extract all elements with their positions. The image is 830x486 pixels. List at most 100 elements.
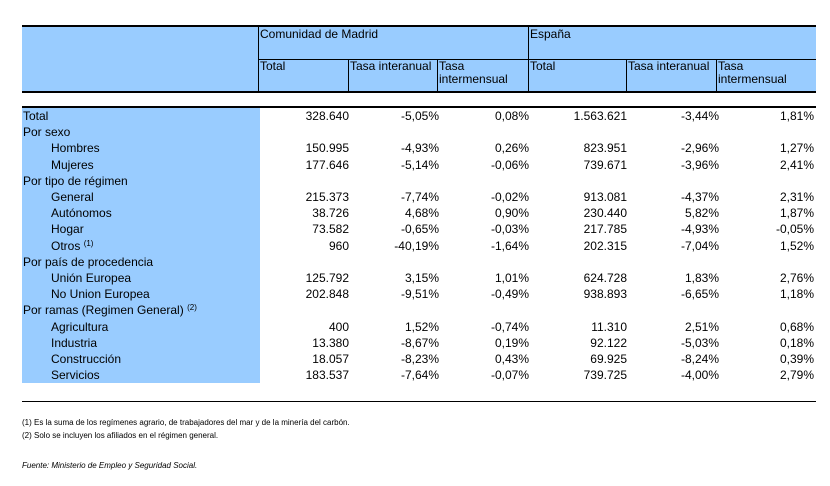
cell-value: 177.646 — [305, 157, 349, 172]
cell-value: 2,41% — [779, 157, 814, 172]
data-table: Total 328.640 -5,05% 0,08% 1.563.621 -3,44% 1,… — [22, 108, 815, 383]
row-label: Autónomos — [22, 205, 259, 221]
cell-value — [720, 124, 815, 140]
row-label-text: Mujeres — [51, 157, 94, 172]
cell-value: -0,06% — [490, 157, 529, 172]
row-label-text: Otros — [51, 238, 81, 253]
cell-value — [440, 124, 530, 140]
row-label-text: Hogar — [51, 222, 84, 237]
cell-value: 960 — [328, 238, 349, 253]
cell-value — [259, 302, 350, 318]
header-col-intermensual-madrid: Tasa intermensual — [437, 59, 528, 91]
table-row: Por ramas (Regimen General) (2) — [22, 302, 815, 318]
header-group-espana-label: España — [530, 27, 571, 41]
cell-value: -0,49% — [490, 287, 529, 302]
cell-value: -40,19% — [394, 238, 439, 253]
cell-value — [259, 173, 350, 189]
table-row: Industria 13.380 -8,67% 0,19% 92.122 -5,03% 0,… — [22, 335, 815, 351]
cell-value: 624.728 — [583, 270, 627, 285]
row-label-text: Autónomos — [51, 206, 112, 221]
row-label: Industria — [22, 335, 259, 351]
row-label: Servicios — [22, 367, 259, 383]
cell-value: 217.785 — [583, 222, 627, 237]
footer-separator — [22, 401, 816, 402]
cell-value — [628, 124, 720, 140]
cell-value: 13.380 — [312, 335, 349, 350]
row-label: Hogar — [22, 221, 259, 237]
cell-value: 0,43% — [494, 351, 529, 366]
body-top-rule — [22, 106, 816, 108]
cell-value — [530, 254, 628, 270]
table-row: Unión Europea 125.792 3,15% 1,01% 624.728 1,8… — [22, 270, 815, 286]
row-label-text: Agricultura — [51, 319, 109, 334]
cell-value — [720, 173, 815, 189]
header-col-interanual-madrid: Tasa interanual — [348, 59, 437, 91]
cell-value: 0,18% — [779, 335, 814, 350]
table-row: Hombres 150.995 -4,93% 0,26% 823.951 -2,96% 1,… — [22, 140, 815, 156]
cell-value: 183.537 — [305, 368, 349, 383]
row-label-text: General — [51, 190, 94, 205]
cell-value: -3,44% — [680, 109, 719, 124]
cell-value: 328.640 — [305, 109, 349, 124]
cell-value — [628, 173, 720, 189]
cell-value: -2,96% — [680, 141, 719, 156]
cell-value: 92.122 — [590, 335, 627, 350]
table-row: Agricultura 400 1,52% -0,74% 11.310 2,51% 0,68… — [22, 318, 815, 334]
row-label-text: Unión Europea — [51, 270, 132, 285]
row-label: Unión Europea — [22, 270, 259, 286]
header-bottom-rule — [22, 91, 816, 93]
row-label: Total — [22, 108, 259, 124]
cell-value: 739.671 — [583, 157, 627, 172]
row-label-text: Por tipo de régimen — [23, 173, 128, 188]
table-row: Otros (1) 960 -40,19% -1,64% 202.315 -7,04% 1,… — [22, 238, 815, 254]
cell-value — [628, 254, 720, 270]
cell-value — [628, 302, 720, 318]
row-label: Por país de procedencia — [22, 254, 259, 270]
cell-value: 0,39% — [779, 351, 814, 366]
cell-value: 1,83% — [684, 270, 719, 285]
cell-value: 1,52% — [404, 319, 439, 334]
header-col-label: Tasa interanual — [350, 59, 432, 73]
header-col-intermensual-espana: Tasa intermensual — [716, 59, 816, 91]
row-label-text: Construcción — [51, 351, 122, 366]
cell-value — [530, 173, 628, 189]
cell-value: 0,90% — [494, 206, 529, 221]
header-col-label: Tasa intermensual — [718, 59, 787, 86]
table-header: Comunidad de Madrid España Total Tasa in… — [22, 27, 816, 91]
row-label: Por sexo — [22, 124, 259, 140]
cell-value: 1,52% — [779, 238, 814, 253]
cell-value: -8,24% — [680, 351, 719, 366]
header-col-label: Total — [530, 59, 556, 73]
cell-value: -1,64% — [490, 238, 529, 253]
row-label: Construcción — [22, 351, 259, 367]
cell-value: 400 — [328, 319, 349, 334]
row-label: Otros (1) — [22, 238, 259, 254]
footnote-ref: (2) — [187, 303, 197, 313]
header-col-label: Total — [260, 59, 286, 73]
table-row: Por país de procedencia — [22, 254, 815, 270]
table-row: Por sexo — [22, 124, 815, 140]
cell-value: -5,14% — [400, 157, 439, 172]
header-col-label: Tasa interanual — [628, 59, 710, 73]
cell-value: 0,26% — [494, 141, 529, 156]
cell-value — [530, 124, 628, 140]
cell-value: 823.951 — [583, 141, 627, 156]
header-corner — [22, 27, 258, 91]
table-row: Mujeres 177.646 -5,14% -0,06% 739.671 -3,96% 2… — [22, 157, 815, 173]
cell-value: -7,74% — [400, 190, 439, 205]
row-label: General — [22, 189, 259, 205]
cell-value — [440, 254, 530, 270]
cell-value: 1,27% — [779, 141, 814, 156]
row-label: Agricultura — [22, 318, 259, 334]
cell-value: 1,87% — [779, 206, 814, 221]
table-row: Hogar 73.582 -0,65% -0,03% 217.785 -4,93% -0,0… — [22, 221, 815, 237]
table-row: Construcción 18.057 -8,23% 0,43% 69.925 -8,24… — [22, 351, 815, 367]
cell-value: 1,18% — [779, 287, 814, 302]
cell-value: 73.582 — [312, 222, 349, 237]
cell-value: -8,23% — [400, 351, 439, 366]
header-col-total-madrid: Total — [258, 59, 348, 91]
row-label: Mujeres — [22, 157, 259, 173]
cell-value — [720, 302, 815, 318]
cell-value: 1,81% — [779, 109, 814, 124]
row-label-text: Total — [23, 109, 49, 124]
